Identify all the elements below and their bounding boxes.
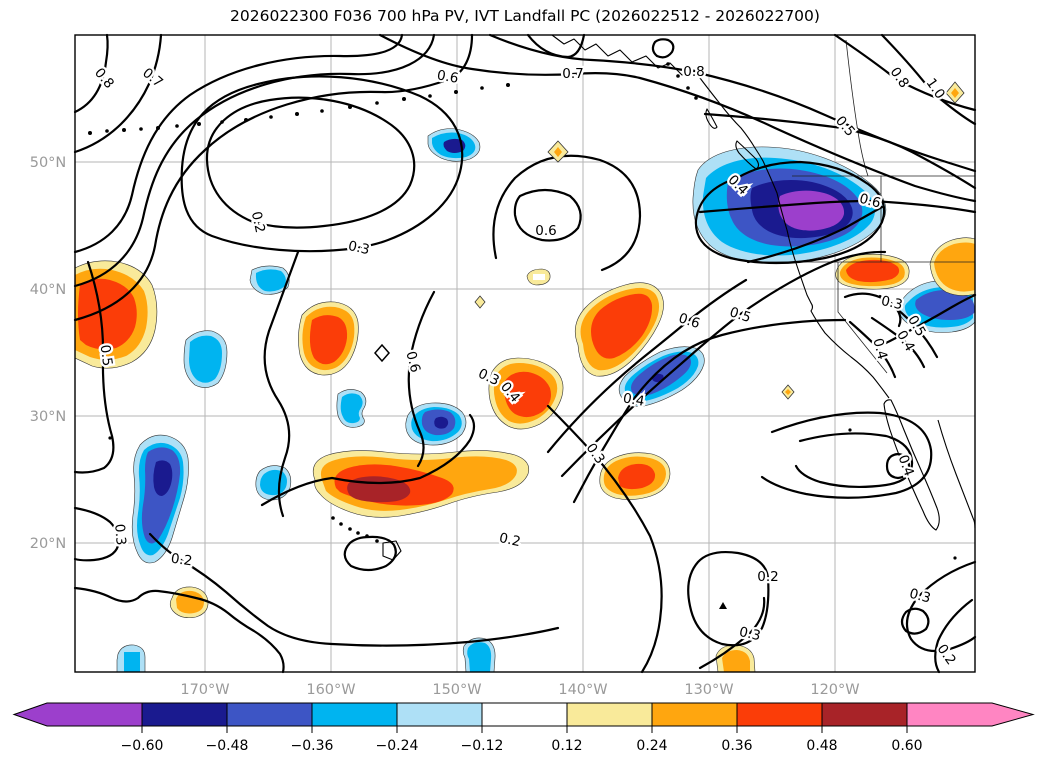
chart-title: 2026022300 F036 700 hPa PV, IVT Landfall… bbox=[230, 7, 820, 25]
colorbar-segment bbox=[566, 702, 653, 727]
pv-contour-lines bbox=[73, 33, 977, 674]
colorbar-tick-label: 0.48 bbox=[806, 738, 837, 754]
contour-label: 0.8 bbox=[683, 64, 704, 80]
colorbar-tick-label: −0.48 bbox=[206, 738, 249, 754]
contour-label: 0.2 bbox=[170, 551, 194, 570]
lon-tick-label: 150°W bbox=[432, 682, 481, 698]
contour-label: 0.7 bbox=[562, 66, 583, 82]
colorbar-tick-label: −0.60 bbox=[121, 738, 164, 754]
yellow-diamond-markers bbox=[474, 81, 965, 400]
colorbar: −0.60 −0.48 −0.36 −0.24 −0.12 0.12 0.24 … bbox=[12, 702, 1035, 754]
colorbar-segment bbox=[821, 702, 908, 727]
island-triangle-marker bbox=[719, 602, 727, 609]
contour-label: 0.5 bbox=[97, 344, 116, 368]
contour-label: 0.3 bbox=[111, 523, 129, 546]
colorbar-tick-label: 0.60 bbox=[891, 738, 922, 754]
lon-tick-label: 130°W bbox=[684, 682, 733, 698]
diamond-contour-marker bbox=[374, 343, 390, 363]
colorbar-tick-label: 0.24 bbox=[636, 738, 667, 754]
colorbar-tick-label: −0.36 bbox=[291, 738, 334, 754]
colorbar-tick-label: −0.12 bbox=[461, 738, 504, 754]
colorbar-tick-label: −0.24 bbox=[376, 738, 419, 754]
lat-tick-label: 40°N bbox=[30, 282, 67, 298]
lat-tick-label: 30°N bbox=[30, 409, 67, 425]
lat-tick-label: 20°N bbox=[30, 536, 67, 552]
map-frame bbox=[74, 34, 976, 673]
point-markers bbox=[108, 81, 965, 609]
colorbar-ticks bbox=[141, 726, 908, 733]
colorbar-segment bbox=[311, 702, 398, 727]
contour-label: 0.6 bbox=[535, 223, 556, 239]
colorbar-segment bbox=[736, 702, 823, 727]
colorbar-tick-label: 0.36 bbox=[721, 738, 752, 754]
contour-label: 0.2 bbox=[757, 569, 778, 585]
colorbar-segment bbox=[141, 702, 228, 727]
colorbar-segment bbox=[481, 702, 568, 727]
contour-label: 0.4 bbox=[622, 390, 646, 409]
colorbar-left-arrow bbox=[12, 702, 143, 727]
colorbar-segment bbox=[651, 702, 738, 727]
positive-anomaly-shading bbox=[74, 237, 976, 673]
longitude-axis: 170°W 160°W 150°W 140°W 130°W 120°W bbox=[180, 682, 859, 698]
lon-tick-label: 120°W bbox=[810, 682, 859, 698]
contour-label: 0.6 bbox=[436, 67, 460, 86]
colorbar-tick-label: 0.12 bbox=[551, 738, 582, 754]
latitude-axis: 50°N 40°N 30°N 20°N bbox=[30, 155, 67, 552]
haida-gwaii-island bbox=[705, 108, 718, 129]
aleutian-island-dots bbox=[88, 62, 698, 135]
colorbar-right-arrow bbox=[906, 702, 1035, 727]
baja-peninsula-coastline bbox=[883, 399, 940, 531]
lat-tick-label: 50°N bbox=[30, 155, 67, 171]
lon-tick-label: 140°W bbox=[558, 682, 607, 698]
lon-tick-label: 170°W bbox=[180, 682, 229, 698]
state-borders bbox=[760, 39, 975, 374]
colorbar-segment bbox=[396, 702, 483, 727]
lon-tick-label: 160°W bbox=[306, 682, 355, 698]
colorbar-segment bbox=[226, 702, 313, 727]
